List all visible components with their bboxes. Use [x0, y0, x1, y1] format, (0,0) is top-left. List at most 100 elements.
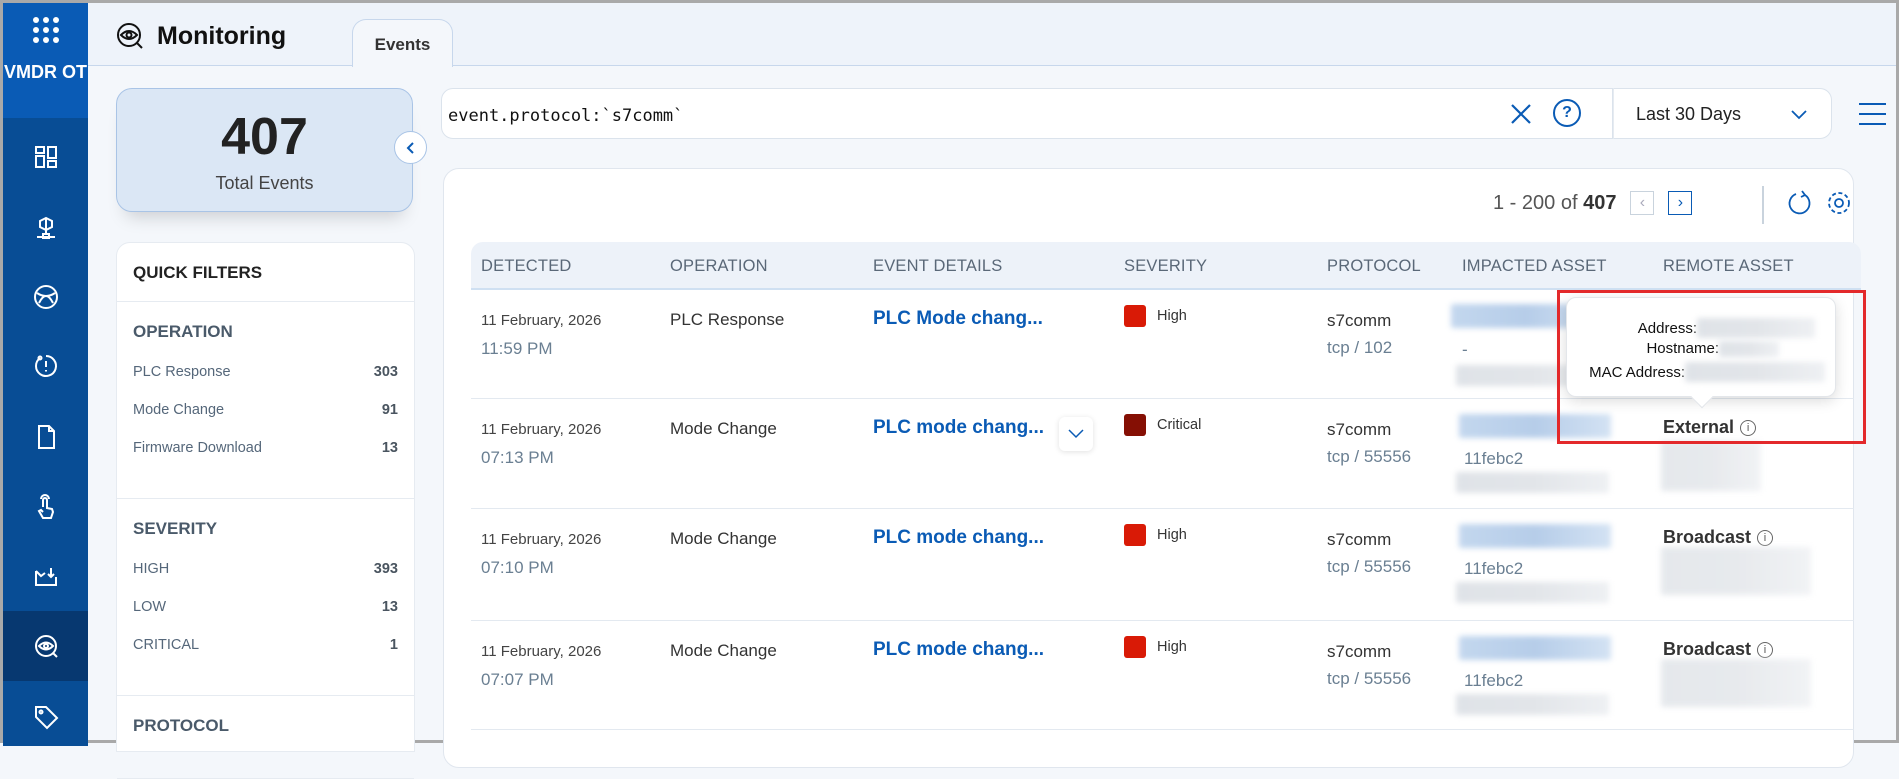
pagination: 1 - 200 of 407 ‹ ›	[1493, 191, 1693, 215]
gear-icon[interactable]	[1825, 189, 1853, 217]
column-header[interactable]: IMPACTED ASSET	[1462, 257, 1607, 275]
filter-section-severity: SEVERITY HIGH 393 LOW 13 CRITICAL 1	[117, 499, 414, 696]
chevron-left-icon	[406, 141, 414, 154]
pagination-range: 1 - 200 of	[1493, 191, 1578, 214]
sidebar-item-inbox-download[interactable]	[3, 542, 88, 612]
column-header[interactable]: DETECTED	[481, 257, 572, 275]
pagination-total: 407	[1583, 191, 1617, 214]
detected-date: 11 February, 2026	[481, 643, 602, 660]
event-details-link[interactable]: PLC mode chang...	[873, 639, 1045, 660]
severity: High	[1124, 305, 1187, 327]
total-events-label: Total Events	[215, 173, 314, 193]
protocol-port: tcp / 55556	[1327, 447, 1412, 466]
prev-page-button[interactable]: ‹	[1630, 191, 1655, 215]
filter-item[interactable]: CRITICAL 1	[133, 637, 398, 675]
protocol: s7comm	[1327, 311, 1392, 330]
table-row[interactable]: 11 February, 2026 07:10 PM Mode Change P…	[471, 509, 1854, 621]
filter-item-count: 393	[373, 561, 398, 577]
column-header[interactable]: PROTOCOL	[1327, 257, 1421, 275]
impacted-asset-name[interactable]: 11febc2	[1464, 449, 1524, 468]
grid-icon	[33, 17, 59, 43]
impacted-asset-name[interactable]: 11febc2	[1464, 671, 1524, 690]
table-row[interactable]: 11 February, 2026 07:13 PM Mode Change P…	[471, 399, 1854, 509]
protocol: s7comm	[1327, 642, 1392, 661]
remote-asset-label: Broadcast	[1663, 527, 1752, 547]
sidebar-item-alert-clock[interactable]	[3, 331, 88, 401]
date-range-value: Last 30 Days	[1636, 104, 1742, 124]
remote-asset-label: Broadcast	[1663, 639, 1752, 659]
divider	[1762, 186, 1764, 224]
filter-section-title: PROTOCOL	[133, 716, 230, 735]
page-title-text: Monitoring	[157, 21, 287, 50]
protocol-port: tcp / 55556	[1327, 669, 1412, 688]
filter-item-count: 303	[373, 364, 398, 380]
quick-filters-title: QUICK FILTERS	[117, 243, 414, 302]
filter-item[interactable]: LOW 13	[133, 599, 398, 637]
filter-item[interactable]: HIGH 393	[133, 561, 398, 599]
info-icon[interactable]: i	[1757, 529, 1774, 546]
info-icon[interactable]: i	[1757, 641, 1774, 658]
sidebar-item-document[interactable]	[3, 402, 88, 472]
detected-time: 11:59 PM	[481, 339, 553, 358]
sidebar-item-touch[interactable]	[3, 472, 88, 542]
impacted-asset-name[interactable]: 11febc2	[1464, 559, 1524, 578]
expand-row-button[interactable]	[1059, 417, 1093, 451]
sidebar-item-network-asset[interactable]	[3, 193, 88, 263]
column-header[interactable]: SEVERITY	[1124, 257, 1208, 275]
column-header[interactable]: OPERATION	[670, 257, 768, 275]
impacted-asset-name[interactable]: -	[1462, 340, 1468, 359]
filter-item[interactable]: Mode Change 91	[133, 402, 398, 440]
info-icon[interactable]: i	[1740, 419, 1757, 436]
column-header[interactable]: REMOTE ASSET	[1663, 257, 1794, 275]
sidebar-item-tag[interactable]	[3, 682, 88, 752]
next-page-button[interactable]: ›	[1668, 191, 1693, 215]
remote-asset-tooltip: Address: Hostname: MAC Address:	[1566, 297, 1836, 409]
filter-section-protocol: PROTOCOL	[117, 696, 414, 779]
date-range-select[interactable]: Last 30 Days	[1613, 88, 1832, 139]
search-input[interactable]: event.protocol:`s7comm`	[441, 88, 1613, 139]
filter-item-count: 13	[381, 599, 398, 615]
filter-item-label: Mode Change	[133, 402, 225, 418]
severity-label: High	[1157, 308, 1187, 324]
filter-item-count: 91	[381, 402, 398, 418]
refresh-icon[interactable]	[1786, 189, 1814, 217]
severity-label: High	[1157, 639, 1187, 655]
event-details-link[interactable]: PLC Mode chang...	[873, 308, 1043, 329]
table-row[interactable]: 11 February, 2026 07:07 PM Mode Change P…	[471, 621, 1854, 730]
severity-label: Critical	[1157, 417, 1202, 433]
column-header[interactable]: EVENT DETAILS	[873, 257, 1003, 275]
brand-name: VMDR OT	[4, 62, 87, 82]
sidebar-item-monitoring-eye[interactable]	[3, 611, 88, 681]
quick-filters-panel: QUICK FILTERS OPERATION PLC Response 303 Mo…	[116, 242, 415, 779]
detected-date: 11 February, 2026	[481, 421, 602, 438]
filter-item[interactable]: PLC Response 303	[133, 364, 398, 402]
tooltip-mac: MAC Address:	[1589, 362, 1825, 382]
clear-search-icon[interactable]	[1508, 101, 1534, 127]
filter-item[interactable]: Firmware Download 13	[133, 440, 398, 478]
hamburger-menu-icon[interactable]	[1859, 103, 1886, 125]
tab-events[interactable]: Events	[352, 19, 453, 67]
tooltip-address: Address:	[1638, 318, 1815, 338]
severity-indicator	[1124, 524, 1146, 546]
monitoring-eye-icon	[34, 635, 58, 658]
help-icon[interactable]: ?	[1553, 99, 1581, 127]
remote-asset[interactable]: External i	[1663, 417, 1757, 438]
page-title: Monitoring	[115, 21, 286, 51]
sidebar-item-globe[interactable]	[3, 262, 88, 332]
app-launcher[interactable]: VMDR OT	[3, 3, 88, 118]
severity: Critical	[1124, 414, 1201, 436]
filter-section-operation: OPERATION PLC Response 303 Mode Change 91 Fir…	[117, 302, 414, 499]
operation: Mode Change	[670, 641, 777, 660]
severity-indicator	[1124, 636, 1146, 658]
total-events-count: 407	[221, 108, 308, 166]
inbox-download-icon	[34, 568, 57, 586]
event-details-link[interactable]: PLC mode chang...	[873, 527, 1045, 548]
remote-asset[interactable]: Broadcast i	[1663, 639, 1774, 660]
document-icon	[37, 425, 55, 449]
sidebar-item-dashboard[interactable]	[3, 122, 88, 192]
touch-icon	[37, 494, 54, 519]
event-details-link[interactable]: PLC mode chang...	[873, 417, 1045, 438]
highlight-box	[1557, 290, 1866, 444]
collapse-panel-button[interactable]	[394, 131, 427, 164]
remote-asset[interactable]: Broadcast i	[1663, 527, 1774, 548]
